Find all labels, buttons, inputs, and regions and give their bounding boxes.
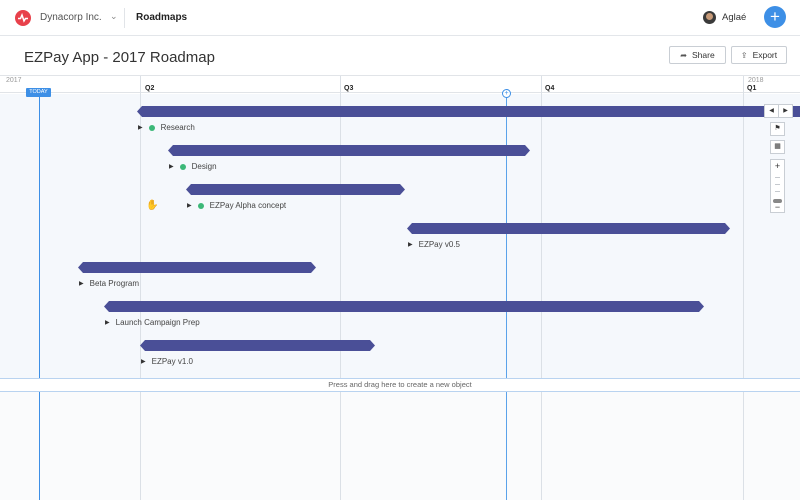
- user-avatar[interactable]: [703, 11, 716, 24]
- quarter-gridline: [743, 76, 744, 500]
- quarter-gridline: [340, 76, 341, 500]
- expand-triangle-icon[interactable]: ▶: [138, 125, 143, 131]
- zoom-tick: [775, 191, 780, 192]
- timeline-scroll-arrows: ◀ ▶: [764, 104, 793, 118]
- zoom-control: + −: [770, 159, 785, 213]
- quarter-gridline: [541, 76, 542, 500]
- expand-triangle-icon[interactable]: ▶: [105, 320, 110, 326]
- quarter-label: Q4: [545, 85, 555, 92]
- export-button-label: Export: [752, 50, 778, 60]
- expand-triangle-icon[interactable]: ▶: [187, 203, 192, 209]
- roadmap-bar[interactable]: [78, 262, 316, 273]
- page-title: EZPay App - 2017 Roadmap: [24, 49, 215, 66]
- status-dot-icon: [179, 163, 186, 170]
- roadmap-item[interactable]: ▶ Beta Program: [79, 279, 139, 288]
- zoom-in-icon[interactable]: +: [774, 161, 781, 171]
- expand-triangle-icon[interactable]: ▶: [141, 359, 146, 365]
- roadmap-item-label: Design: [191, 162, 217, 171]
- page-header: EZPay App - 2017 Roadmap ➦ Share ⇪ Expor…: [0, 37, 800, 75]
- org-switcher-label[interactable]: Dynacorp Inc.: [40, 12, 102, 23]
- brand-logo-icon[interactable]: [15, 10, 31, 26]
- calendar-icon[interactable]: ▦: [770, 140, 785, 154]
- zoom-slider-handle[interactable]: [773, 199, 782, 203]
- year-label: 2018: [748, 77, 764, 84]
- scroll-right-icon[interactable]: ▶: [783, 108, 788, 114]
- roadmap-bar[interactable]: [168, 145, 530, 156]
- expand-triangle-icon[interactable]: ▶: [408, 242, 413, 248]
- chevron-down-icon[interactable]: ⌄: [110, 11, 118, 21]
- roadmap-item-label: Beta Program: [89, 279, 139, 288]
- milestone-marker-line[interactable]: [506, 94, 507, 500]
- roadmap-bar[interactable]: [137, 106, 800, 117]
- roadmap-bar[interactable]: [407, 223, 730, 234]
- zoom-tick: [775, 177, 780, 178]
- share-button-label: Share: [692, 50, 715, 60]
- roadmap-bar[interactable]: [186, 184, 405, 195]
- roadmap-item[interactable]: ▶ Launch Campaign Prep: [105, 318, 200, 327]
- roadmap-item[interactable]: ▶ EZPay Alpha concept: [187, 201, 286, 210]
- zoom-tick: [775, 184, 780, 185]
- top-nav: Dynacorp Inc. ⌄ Roadmaps Aglaé +: [0, 0, 800, 36]
- export-icon: ⇪: [740, 50, 748, 60]
- timeline-header: 2017 2018 Q2 Q3 Q4 Q1: [0, 75, 800, 93]
- add-button[interactable]: +: [764, 6, 786, 28]
- today-badge: TODAY: [26, 88, 51, 97]
- zoom-out-icon[interactable]: −: [774, 202, 781, 212]
- quarter-label: Q2: [145, 85, 155, 92]
- expand-triangle-icon[interactable]: ▶: [79, 281, 84, 287]
- create-object-strip[interactable]: Press and drag here to create a new obje…: [0, 378, 800, 392]
- roadmap-item-label: Launch Campaign Prep: [115, 318, 200, 327]
- milestone-marker-icon[interactable]: +: [502, 89, 511, 98]
- status-dot-icon: [197, 202, 204, 209]
- roadmap-bar[interactable]: [140, 340, 375, 351]
- roadmap-item-label: Research: [160, 123, 195, 132]
- roadmap-item[interactable]: ▶ EZPay v0.5: [408, 240, 460, 249]
- scroll-left-icon[interactable]: ◀: [765, 105, 779, 117]
- empty-canvas-area[interactable]: [0, 392, 800, 500]
- roadmap-item-label: EZPay Alpha concept: [209, 201, 287, 210]
- share-arrow-icon: ➦: [680, 50, 687, 60]
- year-label: 2017: [6, 77, 22, 84]
- quarter-label: Q1: [747, 85, 757, 92]
- flag-icon[interactable]: ⚑: [770, 122, 785, 136]
- nav-divider: [124, 8, 125, 28]
- roadmap-bar[interactable]: [104, 301, 704, 312]
- drag-hand-cursor-icon: ✋: [146, 200, 159, 211]
- roadmap-item[interactable]: ▶ Design: [169, 162, 217, 171]
- timeline-canvas[interactable]: [0, 94, 800, 378]
- today-line: [39, 94, 40, 500]
- user-name[interactable]: Aglaé: [722, 12, 747, 23]
- roadmap-item[interactable]: ▶ Research: [138, 123, 195, 132]
- status-dot-icon: [148, 124, 155, 131]
- roadmap-item[interactable]: ▶ EZPay v1.0: [141, 357, 193, 366]
- quarter-gridline: [140, 76, 141, 500]
- quarter-label: Q3: [344, 85, 354, 92]
- roadmap-item-label: EZPay v0.5: [418, 240, 460, 249]
- section-title[interactable]: Roadmaps: [136, 12, 188, 23]
- export-button[interactable]: ⇪ Export: [731, 46, 787, 64]
- share-button[interactable]: ➦ Share: [669, 46, 726, 64]
- expand-triangle-icon[interactable]: ▶: [169, 164, 174, 170]
- roadmap-item-label: EZPay v1.0: [151, 357, 193, 366]
